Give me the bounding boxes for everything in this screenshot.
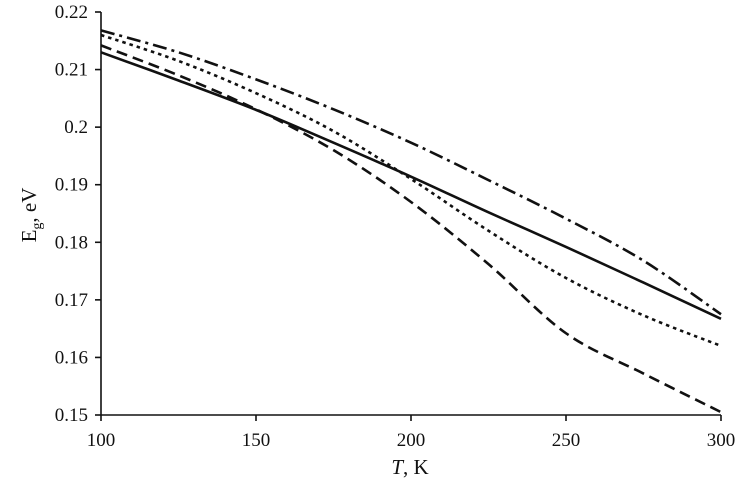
x-axis-label-symbol: T: [391, 455, 404, 479]
x-tick-label: 250: [552, 430, 581, 451]
x-tick-label: 150: [242, 430, 271, 451]
series-line-dotted: [100, 33, 722, 348]
x-tick-label: 200: [397, 430, 426, 451]
y-axis-label: Eg, eV: [17, 188, 45, 243]
series-line-solid: [100, 51, 722, 321]
y-axis-label-symbol: E: [17, 230, 41, 243]
y-tick-label: 0.22: [55, 2, 88, 23]
y-axis-label-subscript: g: [30, 223, 45, 230]
y-tick-label: 0.16: [55, 347, 88, 368]
series-line-dashed: [100, 44, 722, 414]
series-layer: [100, 29, 722, 414]
y-tick-label: 0.21: [55, 60, 88, 81]
y-tick-label: 0.18: [55, 232, 88, 253]
axes: [100, 12, 721, 416]
x-axis-label: T, K: [391, 455, 428, 479]
y-tick-label: 0.2: [64, 117, 88, 138]
y-axis-label-unit: , eV: [17, 188, 41, 223]
series-line-dash-dot: [100, 29, 722, 316]
y-tick-label: 0.15: [55, 405, 88, 426]
y-tick-label: 0.19: [55, 175, 88, 196]
x-axis-label-unit: , K: [403, 455, 429, 479]
x-tick-label: 300: [707, 430, 736, 451]
ticks: 100 150 200 250 300 0.15 0.16 0.17 0.18 0.19 0.2 0.…: [55, 2, 736, 451]
y-tick-label: 0.17: [55, 290, 88, 311]
x-tick-label: 100: [87, 430, 116, 451]
